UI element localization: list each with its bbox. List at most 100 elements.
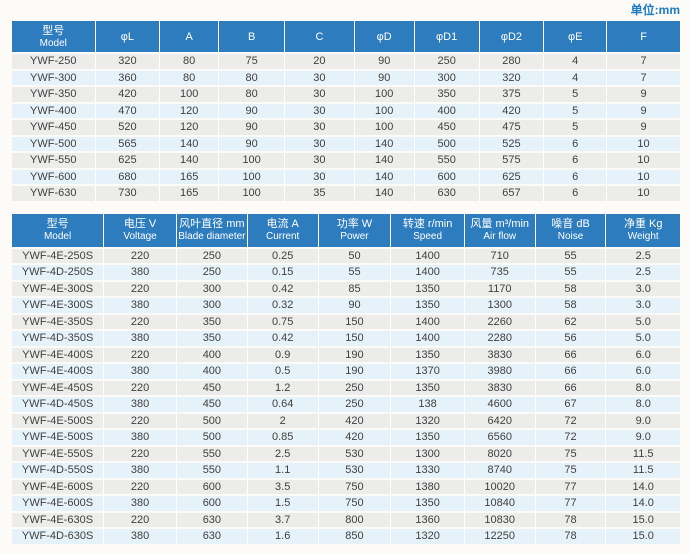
column-header: 电压 V Voltage — [104, 213, 177, 249]
value-cell: 120 — [160, 120, 220, 137]
value-cell: 1300 — [464, 298, 536, 315]
value-cell: 350 — [414, 87, 480, 104]
value-cell: 380 — [104, 397, 177, 414]
value-cell: 0.75 — [247, 314, 319, 331]
value-cell: 1300 — [391, 446, 465, 463]
value-cell: 220 — [104, 314, 177, 331]
table-row: YWF-4E-600S 380 600 1.5 750 1350 10840 77 14.0 — [12, 496, 680, 513]
value-cell: 680 — [95, 169, 161, 186]
value-cell: 100 — [354, 87, 415, 104]
value-cell: 1370 — [391, 364, 465, 381]
value-cell: 35 — [285, 186, 355, 203]
column-header: B — [219, 21, 286, 54]
value-cell: 9.0 — [606, 413, 680, 430]
value-cell: 78 — [535, 512, 607, 529]
value-cell: 3.0 — [606, 298, 680, 315]
value-cell: 400 — [176, 347, 248, 364]
value-cell: 5 — [544, 120, 608, 137]
value-cell: 165 — [160, 169, 220, 186]
value-cell: 1400 — [391, 314, 465, 331]
value-cell: 6 — [544, 186, 608, 203]
value-cell: 400 — [414, 103, 480, 120]
table-row: YWF-4E-550S 220 550 2.5 530 1300 8020 75 11.5 — [12, 446, 680, 463]
value-cell: 15.0 — [606, 529, 680, 546]
value-cell: 80 — [219, 87, 286, 104]
value-cell: 6 — [544, 169, 608, 186]
value-cell: 190 — [318, 347, 392, 364]
table-row: YWF-350 420 100 80 30 100 350 375 5 9 — [12, 87, 680, 104]
column-header: 净重 Kg Weight — [606, 213, 680, 249]
value-cell: 0.5 — [247, 364, 319, 381]
column-header: 型号 Model — [12, 213, 105, 249]
table-row: YWF-4E-450S 220 450 1.2 250 1350 3830 66 8.0 — [12, 380, 680, 397]
table-row: YWF-4E-630S 220 630 3.7 800 1360 10830 78 15.0 — [12, 512, 680, 529]
value-cell: 90 — [354, 54, 415, 71]
value-cell: 77 — [535, 496, 607, 513]
performance-table: 型号 Model 电压 V Voltage 风叶直径 mm Blade diameter 电… — [12, 213, 680, 546]
table-row: YWF-4E-400S 220 400 0.9 190 1350 3830 66 6.0 — [12, 347, 680, 364]
value-cell: 90 — [219, 120, 286, 137]
value-cell: 735 — [464, 265, 536, 282]
value-cell: 80 — [219, 70, 286, 87]
table-row: YWF-450 520 120 90 30 100 450 475 5 9 — [12, 120, 680, 137]
value-cell: 10840 — [464, 496, 536, 513]
value-cell: 625 — [95, 153, 161, 170]
value-cell: 1.5 — [247, 496, 319, 513]
table-row: YWF-250 320 80 75 20 90 250 280 4 7 — [12, 54, 680, 71]
value-cell: 140 — [354, 136, 415, 153]
value-cell: 1320 — [391, 529, 465, 546]
value-cell: 56 — [535, 331, 607, 348]
value-cell: 120 — [160, 103, 220, 120]
value-cell: 100 — [354, 120, 415, 137]
value-cell: 30 — [285, 120, 355, 137]
value-cell: 630 — [414, 186, 480, 203]
value-cell: 150 — [318, 314, 392, 331]
value-cell: 6420 — [464, 413, 536, 430]
value-cell: 66 — [535, 364, 607, 381]
value-cell: 30 — [285, 169, 355, 186]
value-cell: 3.0 — [606, 281, 680, 298]
model-cell: YWF-500 — [12, 136, 96, 153]
value-cell: 150 — [318, 331, 392, 348]
table-row: YWF-4E-500S 380 500 0.85 420 1350 6560 72 9.0 — [12, 430, 680, 447]
value-cell: 1320 — [391, 413, 465, 430]
value-cell: 6 — [544, 153, 608, 170]
value-cell: 1380 — [391, 479, 465, 496]
value-cell: 3830 — [464, 380, 536, 397]
value-cell: 55 — [318, 265, 392, 282]
column-header: 电流 A Current — [247, 213, 319, 249]
value-cell: 380 — [104, 331, 177, 348]
value-cell: 9.0 — [606, 430, 680, 447]
value-cell: 10 — [607, 186, 680, 203]
column-header: C — [285, 21, 355, 54]
value-cell: 630 — [176, 529, 248, 546]
value-cell: 575 — [479, 153, 545, 170]
value-cell: 4 — [544, 54, 608, 71]
table-row: YWF-4E-600S 220 600 3.5 750 1380 10020 77 14.0 — [12, 479, 680, 496]
value-cell: 625 — [479, 169, 545, 186]
value-cell: 72 — [535, 413, 607, 430]
value-cell: 6560 — [464, 430, 536, 447]
value-cell: 30 — [285, 103, 355, 120]
value-cell: 1350 — [391, 380, 465, 397]
table-row: YWF-300 360 80 80 30 90 300 320 4 7 — [12, 70, 680, 87]
model-cell: YWF-550 — [12, 153, 96, 170]
value-cell: 10 — [607, 136, 680, 153]
value-cell: 730 — [95, 186, 161, 203]
value-cell: 300 — [414, 70, 480, 87]
table-row: YWF-400 470 120 90 30 100 400 420 5 9 — [12, 103, 680, 120]
value-cell: 1350 — [391, 347, 465, 364]
value-cell: 30 — [285, 70, 355, 87]
value-cell: 190 — [318, 364, 392, 381]
value-cell: 10830 — [464, 512, 536, 529]
table-row: YWF-4E-500S 220 500 2 420 1320 6420 72 9.0 — [12, 413, 680, 430]
value-cell: 1330 — [391, 463, 465, 480]
value-cell: 320 — [479, 70, 545, 87]
value-cell: 55 — [535, 248, 607, 265]
table-row: YWF-4D-450S 380 450 0.64 250 138 4600 67 8.0 — [12, 397, 680, 414]
value-cell: 72 — [535, 430, 607, 447]
value-cell: 380 — [104, 463, 177, 480]
model-cell: YWF-4E-450S — [12, 380, 105, 397]
value-cell: 6.0 — [606, 364, 680, 381]
